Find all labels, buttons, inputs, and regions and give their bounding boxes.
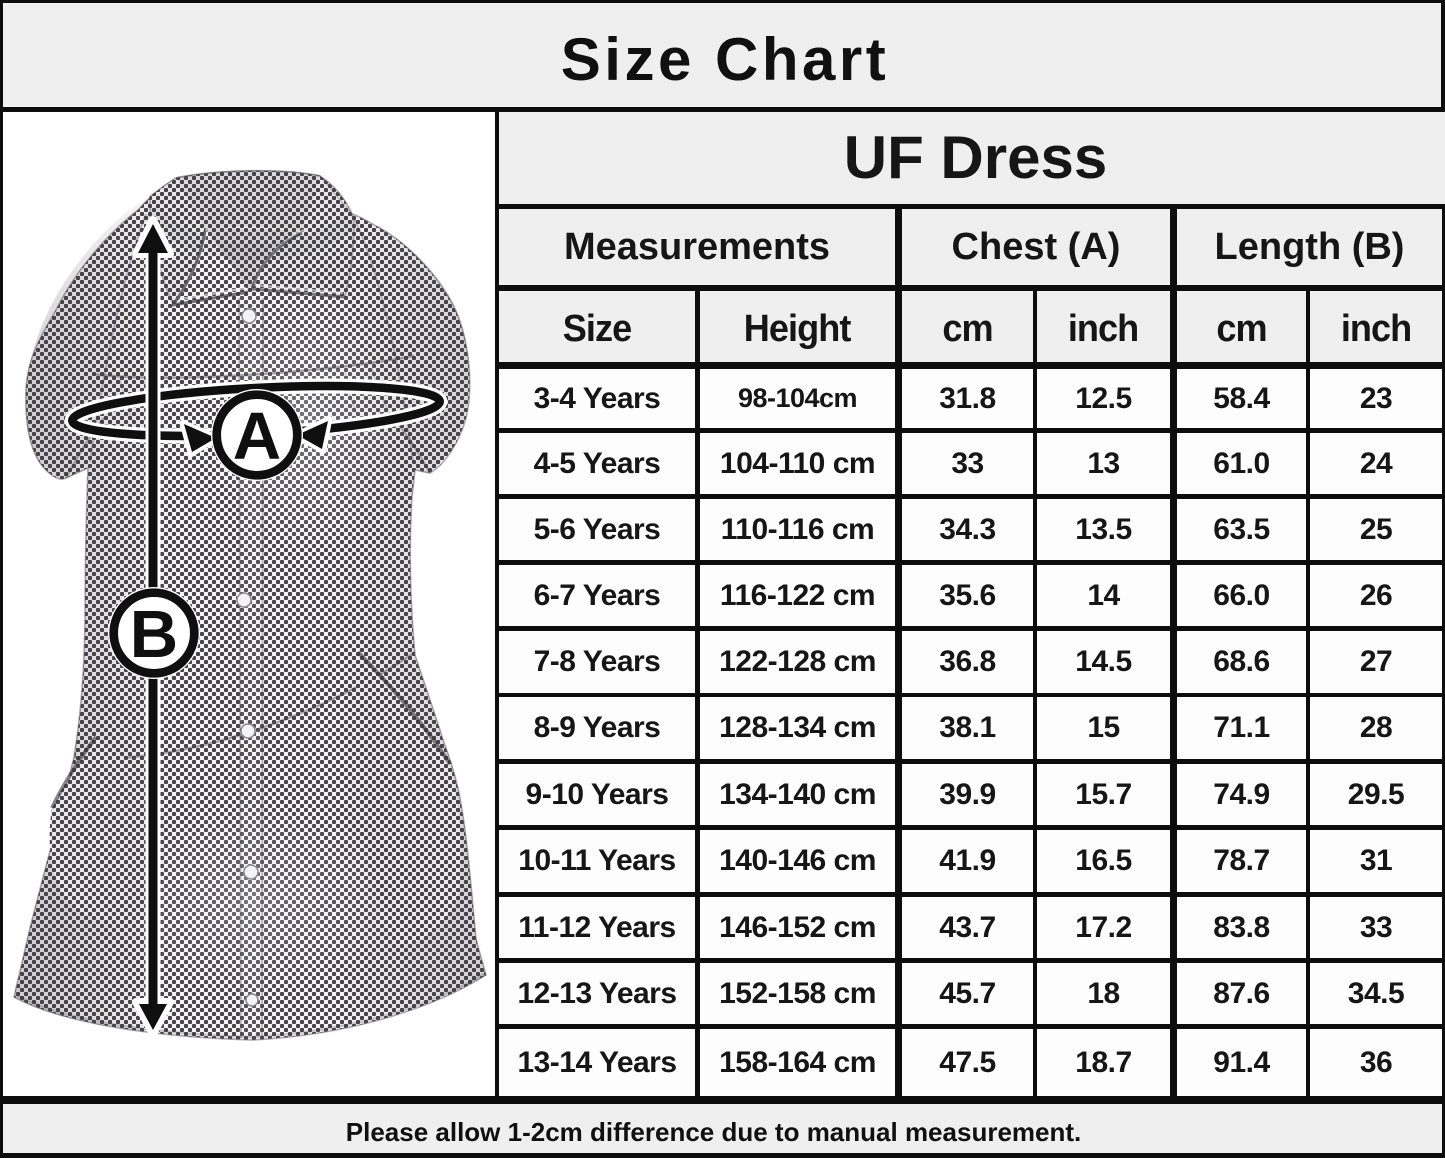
- svg-text:B: B: [130, 597, 178, 672]
- svg-text:A: A: [233, 399, 281, 474]
